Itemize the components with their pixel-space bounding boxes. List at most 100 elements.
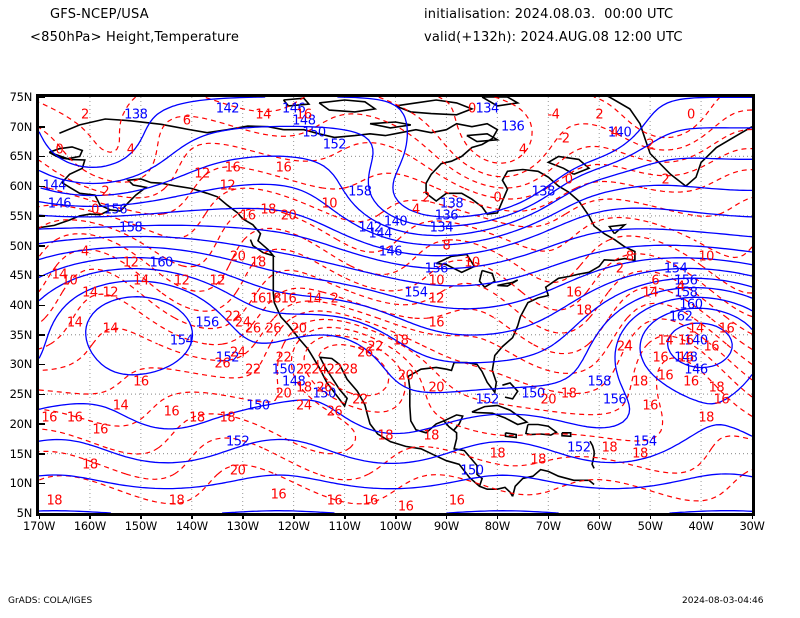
x-axis-tick bbox=[89, 513, 91, 519]
contour-label-temperature: 18 bbox=[632, 374, 648, 390]
x-axis-tick-label: 60W bbox=[586, 519, 612, 533]
contour-label-temperature: 12 bbox=[209, 273, 226, 289]
contour-154 bbox=[84, 280, 189, 293]
x-axis-tick-label: 160W bbox=[73, 519, 106, 533]
contour-label-temperature: 16 bbox=[163, 404, 180, 420]
contour-4 bbox=[39, 185, 49, 189]
contour-144 bbox=[478, 239, 570, 267]
contour-18 bbox=[377, 317, 495, 345]
contour-158 bbox=[235, 438, 323, 449]
contour-158 bbox=[99, 447, 236, 464]
contour-label-temperature: 10 bbox=[61, 273, 78, 289]
contour-158 bbox=[463, 440, 543, 449]
contour-140 bbox=[220, 183, 294, 189]
x-axis-tick bbox=[700, 513, 703, 519]
contour-label-temperature: 14 bbox=[102, 321, 119, 337]
contour-24 bbox=[39, 428, 108, 449]
contour-label-temperature: 2 bbox=[595, 107, 604, 123]
contour-label-height: 150 bbox=[246, 398, 270, 414]
contour-label-temperature: 26 bbox=[357, 345, 373, 361]
y-axis-tick-label: 50N bbox=[9, 238, 33, 253]
contour-label-temperature: -4 bbox=[547, 107, 560, 123]
contour--2 bbox=[378, 97, 752, 178]
contour-10 bbox=[405, 239, 448, 267]
contour-154 bbox=[224, 317, 358, 345]
contour-label-height: 138 bbox=[439, 196, 464, 212]
y-axis-tick bbox=[39, 155, 45, 158]
y-axis-tick bbox=[39, 482, 45, 485]
contour-22 bbox=[647, 335, 692, 345]
contour-label-height: 136 bbox=[434, 208, 459, 224]
contour-2 bbox=[39, 159, 90, 189]
contour-156 bbox=[86, 343, 192, 376]
x-axis-tick bbox=[496, 513, 499, 519]
x-axis-tick bbox=[293, 513, 295, 519]
contour-label-temperature: 4 bbox=[610, 125, 619, 141]
contour-24 bbox=[290, 343, 357, 449]
contour-140 bbox=[393, 239, 484, 246]
contour-label-temperature: 4 bbox=[80, 244, 89, 259]
contour-156 bbox=[85, 317, 91, 345]
contour-label-temperature: 18 bbox=[601, 440, 618, 456]
contour-label-height: 152 bbox=[215, 350, 240, 366]
contour-24 bbox=[107, 447, 159, 455]
contour-label-temperature: 20 bbox=[397, 368, 414, 384]
contour-label-height: 150 bbox=[521, 386, 545, 402]
contour-label-height: 148 bbox=[674, 350, 698, 366]
contour-12 bbox=[586, 265, 608, 293]
contour-label-temperature: 16 bbox=[275, 160, 292, 176]
x-axis-tick bbox=[140, 513, 142, 519]
contour-label-temperature: 10 bbox=[698, 249, 714, 265]
x-axis-tick-label: 50W bbox=[637, 519, 663, 533]
contour-label-temperature: 18 bbox=[632, 446, 648, 462]
contour-label-temperature: 14 bbox=[306, 291, 322, 307]
contour-10 bbox=[228, 239, 245, 267]
contour-label-temperature: 16 bbox=[718, 321, 735, 337]
contour-140 bbox=[482, 213, 555, 241]
contour-label-temperature: 18 bbox=[423, 428, 439, 444]
contour-label-temperature: 18 bbox=[46, 493, 63, 509]
contour-6 bbox=[685, 213, 720, 217]
contour-label-height: 150 bbox=[271, 362, 296, 378]
contour-label-temperature: 16 bbox=[224, 160, 241, 176]
contour-144 bbox=[408, 265, 479, 270]
contour-136 bbox=[39, 125, 374, 189]
contour-0 bbox=[39, 113, 752, 189]
contour-14 bbox=[61, 268, 139, 293]
contour-138 bbox=[147, 155, 343, 189]
contour-16 bbox=[532, 343, 589, 355]
contour-10 bbox=[653, 239, 703, 267]
contour-label-height: 148 bbox=[281, 374, 306, 390]
contour-12 bbox=[607, 253, 678, 267]
y-axis-tick-label: 10N bbox=[9, 476, 33, 491]
contour-12 bbox=[127, 265, 161, 293]
contour-16 bbox=[282, 287, 323, 293]
contour-154 bbox=[357, 343, 592, 394]
contour-16 bbox=[147, 317, 207, 345]
y-axis-tick-label: 45N bbox=[9, 268, 33, 283]
contour-label-temperature: 26 bbox=[316, 380, 332, 396]
contour-label-temperature: 4 bbox=[518, 142, 527, 158]
contour-14 bbox=[138, 291, 176, 319]
contour-10 bbox=[455, 239, 519, 267]
contour-148 bbox=[253, 265, 378, 293]
contour--2 bbox=[39, 97, 137, 153]
contour-label-height: 158 bbox=[587, 374, 612, 390]
contour-label-temperature: 0 bbox=[686, 107, 695, 123]
contour-2 bbox=[463, 187, 548, 200]
contour-8 bbox=[286, 213, 339, 241]
contour-label-height: 158 bbox=[348, 184, 372, 200]
contour-label-temperature: 16 bbox=[250, 291, 266, 307]
contour-label-temperature: 16 bbox=[683, 374, 699, 390]
contour-152 bbox=[49, 267, 226, 293]
contour-14 bbox=[440, 282, 493, 293]
contour-154 bbox=[590, 317, 611, 345]
contour--4 bbox=[593, 97, 721, 139]
contour-10 bbox=[306, 239, 352, 267]
render-timestamp: 2024-08-03-04:46 bbox=[682, 596, 764, 606]
contour-label-temperature: 16 bbox=[41, 410, 57, 426]
contour-148 bbox=[39, 246, 255, 267]
contour-8 bbox=[217, 213, 239, 241]
y-axis-tick-label: 40N bbox=[9, 298, 33, 312]
contour-label-height: 138 bbox=[531, 184, 556, 200]
